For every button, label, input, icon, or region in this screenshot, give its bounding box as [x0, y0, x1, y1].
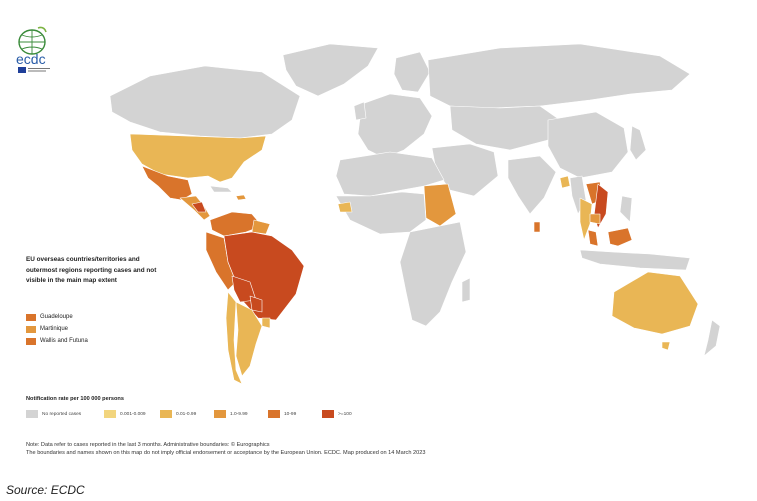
- legend-item-0.01: 0.01-0.99: [160, 410, 214, 418]
- india: [507, 155, 557, 215]
- bolivia: [231, 275, 257, 303]
- madagascar: [461, 277, 471, 303]
- legend: No reported cases 0.001-0.009 0.01-0.99 …: [26, 410, 376, 418]
- chile: [225, 291, 243, 385]
- uruguay: [261, 317, 271, 329]
- russia: [427, 43, 691, 109]
- map-note: Note: Data refer to cases reported in th…: [26, 441, 425, 457]
- bangladesh: [559, 175, 571, 189]
- eu-overseas-list: Guadeloupe Martinique Wallis and Futuna: [26, 311, 88, 347]
- west-africa: [335, 191, 427, 235]
- eu-overseas-title: EU overseas countries/territories and ou…: [26, 256, 157, 284]
- legend-swatch: [160, 410, 172, 418]
- legend-label: No reported cases: [42, 411, 82, 417]
- eu-item-label: Guadeloupe: [40, 314, 73, 320]
- legend-item-1.0: 1.0-9.99: [214, 410, 268, 418]
- new-zealand: [703, 319, 721, 357]
- tasmania: [661, 341, 671, 351]
- eu-item-guadeloupe: Guadeloupe: [26, 311, 88, 323]
- greenland: [282, 43, 379, 97]
- legend-item-no-cases: No reported cases: [26, 410, 104, 418]
- eu-item-swatch: [26, 313, 36, 321]
- legend-item-10: 10-99: [268, 410, 322, 418]
- legend-swatch: [322, 410, 334, 418]
- legend-swatch: [104, 410, 116, 418]
- note-line-1: Note: Data refer to cases reported in th…: [26, 442, 270, 448]
- thailand: [579, 197, 593, 241]
- japan-korea: [629, 125, 647, 161]
- philippines: [619, 195, 633, 223]
- eu-item-swatch: [26, 337, 36, 345]
- eu-item-label: Wallis and Futuna: [40, 338, 88, 344]
- note-line-2: The boundaries and names shown on this m…: [26, 450, 426, 456]
- argentina: [235, 301, 263, 377]
- ecdc-logo: ecdc: [8, 24, 70, 76]
- australia: [611, 271, 699, 335]
- legend-title: Notification rate per 100 000 persons: [26, 396, 124, 402]
- legend-label: 0.001-0.009: [120, 411, 146, 417]
- cuba: [209, 185, 233, 193]
- sri-lanka: [533, 221, 541, 233]
- eu-item-swatch: [26, 325, 36, 333]
- north-africa: [335, 151, 445, 197]
- europe: [357, 93, 433, 159]
- malaysia-peninsula: [587, 229, 599, 247]
- legend-label: 10-99: [284, 411, 297, 417]
- canada-alaska: [109, 65, 301, 139]
- legend-swatch: [26, 410, 38, 418]
- central-asia: [449, 105, 561, 151]
- cambodia: [589, 213, 601, 225]
- guianas: [251, 219, 271, 235]
- caribbean-islands: [235, 194, 247, 201]
- indonesia: [579, 249, 691, 271]
- central-east-africa: [399, 221, 467, 327]
- paraguay: [249, 295, 263, 313]
- eu-item-martinique: Martinique: [26, 323, 88, 335]
- legend-label: 1.0-9.99: [230, 411, 248, 417]
- legend-label: >=100: [338, 411, 352, 417]
- scandinavia: [393, 51, 431, 93]
- legend-item-100: >=100: [322, 410, 376, 418]
- eu-item-wallis-futuna: Wallis and Futuna: [26, 335, 88, 347]
- usa: [129, 133, 267, 183]
- senegal: [337, 201, 353, 213]
- eu-item-label: Martinique: [40, 326, 69, 332]
- borneo-malaysia: [607, 227, 633, 247]
- source-caption: Source: ECDC: [6, 483, 85, 497]
- legend-swatch: [268, 410, 280, 418]
- logo-text: ecdc: [16, 51, 46, 67]
- legend-swatch: [214, 410, 226, 418]
- legend-item-0.001: 0.001-0.009: [104, 410, 160, 418]
- uk-ireland: [353, 101, 367, 121]
- legend-label: 0.01-0.99: [176, 411, 197, 417]
- honduras-nicaragua: [191, 201, 207, 213]
- china: [547, 111, 629, 179]
